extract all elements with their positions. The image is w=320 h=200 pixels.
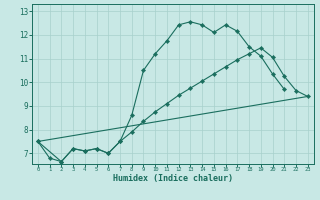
X-axis label: Humidex (Indice chaleur): Humidex (Indice chaleur) <box>113 174 233 183</box>
